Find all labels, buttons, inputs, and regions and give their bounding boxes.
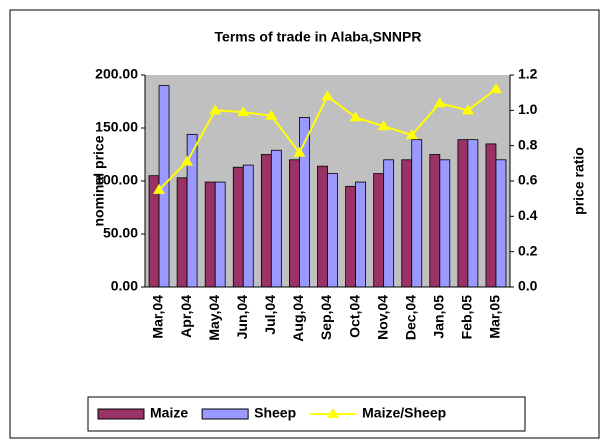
line-marker	[461, 104, 474, 115]
bar	[289, 159, 300, 288]
line-marker	[237, 106, 250, 117]
bar	[401, 159, 413, 288]
y2-tick-label: 0.4	[518, 207, 538, 223]
y2-tick-label: 0.8	[518, 136, 538, 152]
y2-tick-label: 1.0	[518, 101, 538, 117]
bar	[373, 173, 385, 288]
bar	[429, 154, 441, 288]
bar	[485, 143, 497, 288]
legend-swatch	[201, 408, 249, 420]
chart-title: Terms of trade in Alaba,SNNPR	[215, 29, 422, 45]
bar	[232, 166, 244, 288]
x-tick-label: Mar,04	[150, 295, 166, 339]
line-marker	[489, 83, 502, 94]
y2-tick-label: 0.2	[518, 242, 538, 258]
line-marker	[405, 129, 418, 140]
x-tick-label: Apr,04	[178, 295, 194, 338]
line-marker	[153, 183, 166, 194]
x-tick-label: Jun,04	[234, 295, 250, 340]
y-tick-label: 0.00	[111, 278, 138, 294]
legend-box	[87, 396, 526, 432]
y-tick-label: 50.00	[103, 225, 138, 241]
bar	[345, 185, 356, 288]
y2-axis-label: price ratio	[571, 147, 587, 215]
bar	[439, 159, 451, 288]
x-tick-label: Jan,05	[431, 295, 447, 339]
bar	[204, 181, 216, 288]
y2-tick-label: 0.0	[518, 278, 538, 294]
bar	[411, 139, 423, 288]
bar	[355, 181, 366, 288]
line-marker	[377, 120, 390, 131]
bar	[242, 164, 254, 288]
legend-swatch	[97, 408, 145, 420]
x-tick-label: Aug,04	[290, 295, 306, 342]
bar	[214, 181, 226, 288]
line-marker	[293, 146, 306, 157]
bar	[158, 85, 170, 288]
x-tick-label: Mar,05	[487, 295, 503, 339]
x-tick-label: Oct,04	[346, 295, 362, 338]
line-marker	[209, 104, 222, 115]
line-marker	[433, 97, 446, 108]
bar	[495, 159, 507, 288]
legend-marker	[327, 408, 340, 418]
bar	[457, 139, 469, 288]
bar	[260, 154, 272, 288]
x-tick-label: Feb,05	[459, 295, 475, 340]
y-tick-label: 100.00	[95, 172, 138, 188]
y-tick-label: 200.00	[95, 66, 138, 82]
y2-tick-label: 1.2	[518, 66, 538, 82]
y2-tick-label: 0.6	[518, 172, 538, 188]
x-tick-label: Sep,04	[318, 295, 334, 340]
x-tick-label: Nov,04	[374, 295, 390, 340]
legend-label: Maize	[150, 405, 188, 421]
line-marker	[181, 155, 194, 166]
bar	[176, 177, 188, 288]
line-marker	[321, 90, 334, 101]
line-marker	[349, 111, 362, 122]
x-tick-label: Dec,04	[402, 295, 418, 340]
x-tick-label: May,04	[206, 295, 222, 341]
bar	[317, 165, 328, 288]
bar	[270, 149, 282, 288]
line-marker	[265, 109, 278, 120]
y-tick-label: 150.00	[95, 119, 138, 135]
legend-label: Maize/Sheep	[362, 405, 446, 421]
bar	[383, 159, 395, 288]
legend-label: Sheep	[254, 405, 296, 421]
x-tick-label: Jul,04	[262, 295, 278, 335]
bar	[327, 173, 338, 288]
y-axis-label: nominal price	[91, 135, 107, 226]
bar	[467, 139, 479, 288]
